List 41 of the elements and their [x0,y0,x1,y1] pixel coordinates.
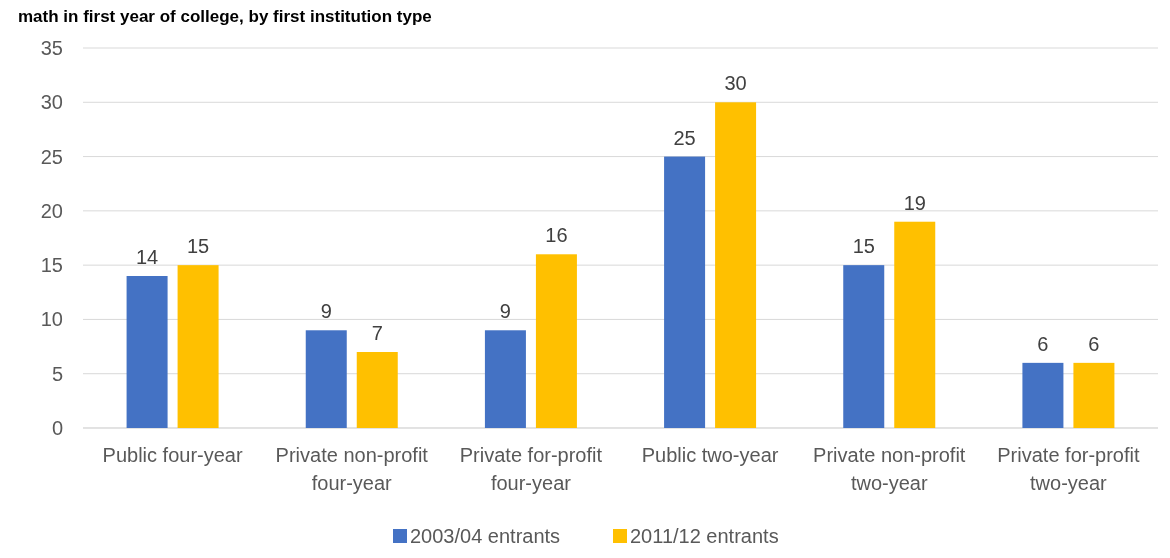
y-tick-label: 5 [51,362,63,385]
data-label: 19 [903,191,926,214]
x-tick-label: Public four-year [102,444,243,466]
bar [843,265,885,428]
data-label: 9 [320,300,332,323]
x-tick-label: Private non-profit four-year [275,444,429,494]
data-label: 9 [499,300,511,323]
y-tick-label: 35 [40,37,63,59]
y-tick-label: 0 [51,417,63,439]
bar [305,330,347,428]
x-tick-label: Private non-profit two-year [813,444,966,494]
data-label: 14 [135,246,159,268]
x-tick-label: Public two-year [641,444,779,466]
data-label: 15 [186,235,210,258]
legend-label: 2003/04 entrants [410,525,561,547]
data-label: 6 [1088,332,1100,355]
y-tick-label: 20 [40,199,63,222]
bar [356,352,398,428]
data-label: 7 [371,322,383,344]
data-label: 30 [724,72,747,95]
bar [535,254,577,428]
chart-title: math in first year of college, by first institution type [18,7,432,26]
legend-label: 2011/12 entrants [630,525,779,547]
x-tick-label: Private for-profit two-year [997,444,1140,494]
bar [664,156,706,428]
y-tick-label: 25 [40,145,63,168]
bar [1073,362,1115,428]
bar [715,102,757,428]
y-tick-label: 10 [40,308,63,331]
data-label: 15 [852,235,875,258]
y-tick-label: 30 [40,91,63,114]
bar [484,330,526,428]
bar [894,221,936,428]
bar [177,265,219,428]
bar [1022,362,1064,428]
data-label: 6 [1037,332,1049,355]
data-label: 25 [673,126,696,149]
y-tick-label: 15 [40,254,63,277]
data-label: 16 [545,224,568,247]
x-tick-label: Private for-profit four-year [459,444,603,494]
bar [126,276,168,428]
